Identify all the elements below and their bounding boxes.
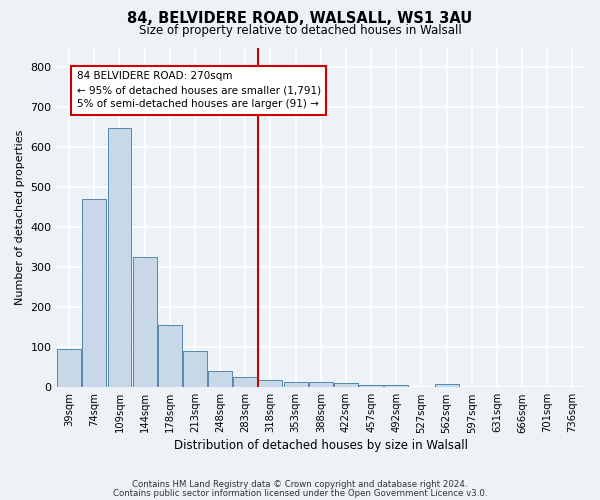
Bar (57, 350, 81, 388)
Bar (259, 380, 283, 388)
Bar (82, 200, 106, 388)
Text: Contains public sector information licensed under the Open Government Licence v3: Contains public sector information licen… (113, 488, 487, 498)
Text: Size of property relative to detached houses in Walsall: Size of property relative to detached ho… (139, 24, 461, 37)
X-axis label: Distribution of detached houses by size in Walsall: Distribution of detached houses by size … (174, 440, 468, 452)
Bar (334, 382, 358, 388)
Bar (158, 324, 182, 388)
Bar (385, 386, 408, 388)
Bar (183, 350, 207, 388)
Text: 84, BELVIDERE ROAD, WALSALL, WS1 3AU: 84, BELVIDERE ROAD, WALSALL, WS1 3AU (127, 11, 473, 26)
Text: Contains HM Land Registry data © Crown copyright and database right 2024.: Contains HM Land Registry data © Crown c… (132, 480, 468, 489)
Bar (133, 258, 157, 388)
Bar (284, 382, 308, 388)
Bar (107, 128, 131, 388)
Bar (208, 372, 232, 388)
Bar (309, 382, 333, 388)
Text: 84 BELVIDERE ROAD: 270sqm
← 95% of detached houses are smaller (1,791)
5% of sem: 84 BELVIDERE ROAD: 270sqm ← 95% of detac… (77, 72, 321, 110)
Bar (359, 384, 383, 388)
Bar (434, 384, 458, 388)
Bar (233, 378, 257, 388)
Y-axis label: Number of detached properties: Number of detached properties (15, 130, 25, 305)
